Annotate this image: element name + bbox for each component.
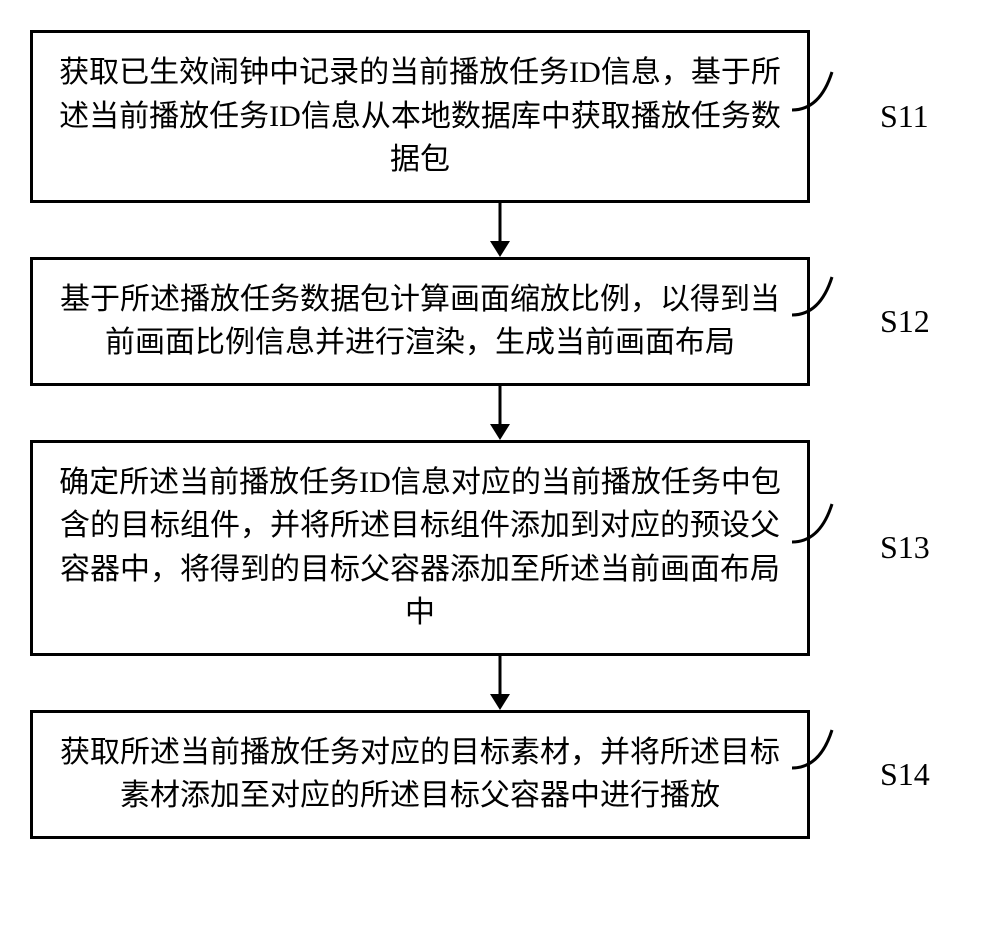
- arrow-connector: [110, 386, 890, 440]
- step-row: 获取已生效闹钟中记录的当前播放任务ID信息，基于所述当前播放任务ID信息从本地数…: [30, 30, 970, 203]
- step-label-s14: S14: [880, 756, 930, 793]
- label-connector: [810, 92, 870, 140]
- step-row: 获取所述当前播放任务对应的目标素材，并将所述目标素材添加至对应的所述目标父容器中…: [30, 710, 970, 839]
- down-arrow-icon: [485, 656, 515, 710]
- step-text: 确定所述当前播放任务ID信息对应的当前播放任务中包含的目标组件，并将所述目标组件…: [59, 466, 781, 630]
- down-arrow-icon: [485, 386, 515, 440]
- arrow-connector: [110, 203, 890, 257]
- step-box-s14: 获取所述当前播放任务对应的目标素材，并将所述目标素材添加至对应的所述目标父容器中…: [30, 710, 810, 839]
- step-row: 基于所述播放任务数据包计算画面缩放比例，以得到当前画面比例信息并进行渲染，生成当…: [30, 257, 970, 386]
- step-box-s12: 基于所述播放任务数据包计算画面缩放比例，以得到当前画面比例信息并进行渲染，生成当…: [30, 257, 810, 386]
- step-text: 获取已生效闹钟中记录的当前播放任务ID信息，基于所述当前播放任务ID信息从本地数…: [59, 56, 781, 176]
- step-label-s11: S11: [880, 98, 929, 135]
- arrow-connector: [110, 656, 890, 710]
- step-text: 获取所述当前播放任务对应的目标素材，并将所述目标素材添加至对应的所述目标父容器中…: [60, 736, 780, 813]
- step-box-s13: 确定所述当前播放任务ID信息对应的当前播放任务中包含的目标组件，并将所述目标组件…: [30, 440, 810, 656]
- down-arrow-icon: [485, 203, 515, 257]
- label-connector: [810, 750, 870, 798]
- flowchart-container: 获取已生效闹钟中记录的当前播放任务ID信息，基于所述当前播放任务ID信息从本地数…: [30, 30, 970, 839]
- label-connector: [810, 524, 870, 572]
- step-label-s12: S12: [880, 303, 930, 340]
- step-box-s11: 获取已生效闹钟中记录的当前播放任务ID信息，基于所述当前播放任务ID信息从本地数…: [30, 30, 810, 203]
- step-label-s13: S13: [880, 529, 930, 566]
- step-text: 基于所述播放任务数据包计算画面缩放比例，以得到当前画面比例信息并进行渲染，生成当…: [60, 283, 780, 360]
- label-connector: [810, 297, 870, 345]
- step-row: 确定所述当前播放任务ID信息对应的当前播放任务中包含的目标组件，并将所述目标组件…: [30, 440, 970, 656]
